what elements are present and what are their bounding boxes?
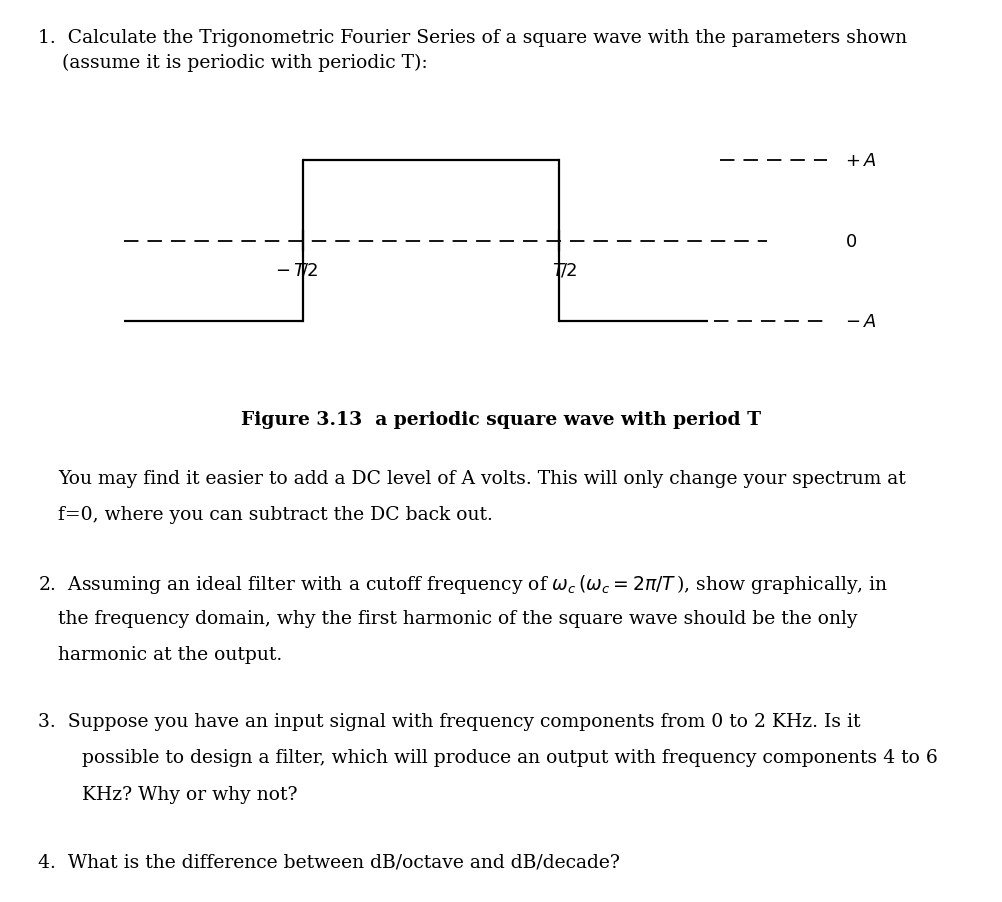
Text: 4.  What is the difference between dB/octave and dB/decade?: 4. What is the difference between dB/oct…: [38, 852, 619, 870]
Text: 2.  Assuming an ideal filter with a cutoff frequency of $\omega_c\,(\omega_c = 2: 2. Assuming an ideal filter with a cutof…: [38, 573, 888, 595]
Text: $0$: $0$: [844, 233, 856, 250]
Text: KHz? Why or why not?: KHz? Why or why not?: [58, 785, 298, 803]
Text: $+\,A$: $+\,A$: [844, 152, 875, 170]
Text: possible to design a filter, which will produce an output with frequency compone: possible to design a filter, which will …: [58, 749, 937, 767]
Text: 1.  Calculate the Trigonometric Fourier Series of a square wave with the paramet: 1. Calculate the Trigonometric Fourier S…: [38, 29, 907, 47]
Text: 3.  Suppose you have an input signal with frequency components from 0 to 2 KHz. : 3. Suppose you have an input signal with…: [38, 713, 860, 731]
Text: f=0, where you can subtract the DC back out.: f=0, where you can subtract the DC back …: [58, 505, 493, 523]
Text: the frequency domain, why the first harmonic of the square wave should be the on: the frequency domain, why the first harm…: [58, 609, 857, 627]
Text: $T\!/2$: $T\!/2$: [552, 262, 577, 280]
Text: (assume it is periodic with periodic T):: (assume it is periodic with periodic T):: [38, 54, 427, 72]
Text: You may find it easier to add a DC level of A volts. This will only change your : You may find it easier to add a DC level…: [58, 469, 905, 487]
Text: $-\,A$: $-\,A$: [844, 312, 875, 330]
Text: harmonic at the output.: harmonic at the output.: [58, 645, 283, 663]
Text: Figure 3.13  a periodic square wave with period T: Figure 3.13 a periodic square wave with …: [241, 410, 761, 428]
Text: $-\,T\!/2$: $-\,T\!/2$: [275, 262, 319, 280]
